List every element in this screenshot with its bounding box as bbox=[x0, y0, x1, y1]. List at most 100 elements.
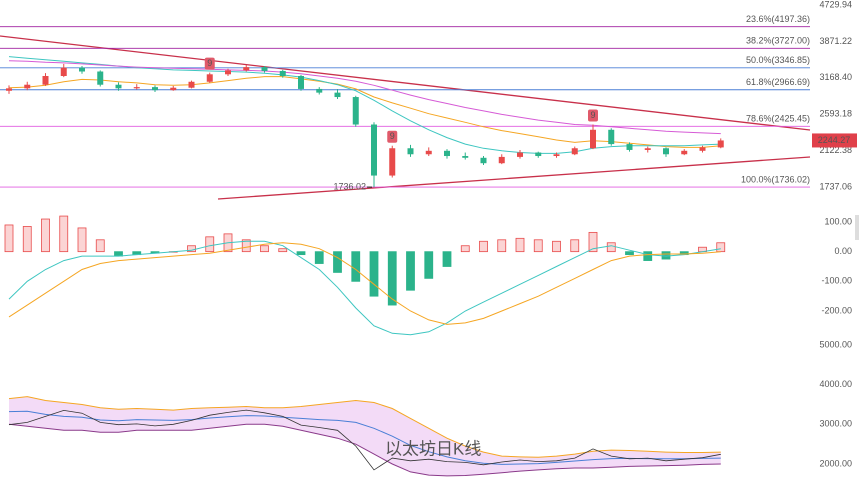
y-tick-label: -100.00 bbox=[821, 276, 852, 286]
candle-body bbox=[261, 67, 268, 71]
band-fill bbox=[9, 396, 721, 476]
candle-body bbox=[480, 157, 487, 164]
candle-body bbox=[206, 74, 213, 82]
y-tick-label: 3871.22 bbox=[819, 36, 852, 46]
scrollbar[interactable] bbox=[855, 215, 859, 240]
candle-body bbox=[152, 87, 158, 91]
macd-bar bbox=[314, 251, 324, 264]
macd-bar bbox=[41, 218, 50, 253]
candle-body bbox=[717, 140, 724, 148]
candle-body bbox=[663, 148, 669, 155]
y-tick-label: 3000.00 bbox=[819, 419, 852, 429]
macd-bar bbox=[643, 251, 653, 261]
candle-body bbox=[6, 88, 12, 91]
macd-bar bbox=[333, 251, 342, 273]
candle-body bbox=[60, 67, 67, 76]
support-trendline bbox=[217, 156, 811, 200]
candle-body bbox=[626, 144, 633, 150]
td-label: 9 bbox=[390, 131, 395, 141]
series-line bbox=[8, 240, 721, 336]
candle-body bbox=[42, 75, 49, 85]
macd-bar bbox=[533, 239, 543, 253]
y-tick-label: 2122.38 bbox=[819, 145, 852, 155]
candle-body bbox=[407, 148, 414, 155]
low-label: 1736.02 bbox=[333, 181, 366, 191]
candle-body bbox=[553, 154, 560, 157]
candle-body bbox=[170, 87, 177, 91]
macd-bar bbox=[351, 251, 361, 282]
candle-body bbox=[334, 92, 341, 98]
series-line bbox=[8, 409, 721, 471]
candle-body bbox=[498, 156, 505, 164]
candle-body bbox=[644, 148, 651, 150]
series-line bbox=[8, 423, 721, 477]
series-line bbox=[8, 396, 721, 458]
candle-body bbox=[608, 129, 615, 145]
macd-bar bbox=[187, 245, 196, 253]
td-marker bbox=[204, 57, 215, 70]
candle-body bbox=[243, 67, 250, 71]
macd-bar bbox=[77, 227, 87, 253]
series-line bbox=[8, 410, 721, 465]
fib-label: 23.6%(4197.36) bbox=[746, 14, 810, 24]
series-line bbox=[8, 60, 721, 135]
resistance-trendline bbox=[0, 35, 811, 131]
macd-bar bbox=[22, 226, 32, 253]
macd-bar bbox=[515, 237, 525, 253]
candle-body bbox=[97, 71, 104, 85]
y-tick-label: 5000.00 bbox=[819, 339, 852, 349]
price-tag-label: 2244.27 bbox=[818, 135, 851, 145]
td-marker bbox=[588, 109, 598, 122]
fib-label: 100.0%(1736.02) bbox=[741, 174, 810, 184]
watermark: 以太坊日K线 bbox=[385, 439, 481, 458]
candle-body bbox=[79, 67, 85, 72]
macd-bar bbox=[205, 236, 215, 253]
macd-bar bbox=[95, 239, 105, 253]
macd-bar bbox=[460, 245, 470, 253]
y-tick-label: 1737.06 bbox=[819, 181, 852, 191]
y-tick-label: 4729.94 bbox=[819, 0, 852, 9]
macd-bar bbox=[241, 239, 251, 253]
macd-bar bbox=[552, 240, 561, 253]
candle-body bbox=[535, 152, 542, 157]
macd-bar bbox=[369, 251, 379, 297]
y-tick-label: 3168.40 bbox=[819, 72, 852, 82]
candle-body bbox=[24, 84, 31, 89]
macd-bar bbox=[442, 251, 452, 267]
candle-body bbox=[316, 88, 323, 93]
macd-bar bbox=[479, 240, 488, 253]
candle-body bbox=[681, 150, 688, 155]
macd-bar bbox=[570, 239, 580, 253]
y-tick-label: 100.00 bbox=[824, 216, 852, 226]
macd-bar bbox=[278, 248, 288, 253]
y-tick-label: 0.00 bbox=[834, 246, 852, 256]
candle-body bbox=[115, 84, 122, 89]
fib-label: 78.6%(2425.45) bbox=[746, 114, 810, 124]
candle-body bbox=[462, 156, 469, 158]
macd-bar bbox=[625, 251, 634, 256]
macd-bar bbox=[406, 251, 415, 291]
td-marker bbox=[387, 130, 398, 143]
macd-bar bbox=[716, 242, 726, 253]
candle-body bbox=[571, 148, 578, 155]
candle-body bbox=[188, 81, 195, 88]
candle-body bbox=[371, 124, 377, 176]
macd-bar bbox=[260, 245, 269, 253]
candle-body bbox=[298, 75, 304, 89]
macd-bar bbox=[59, 215, 69, 253]
macd-bar bbox=[387, 251, 397, 306]
y-tick-label: 2000.00 bbox=[819, 458, 852, 468]
fib-label: 50.0%(3346.85) bbox=[746, 55, 810, 65]
y-tick-label: -200.00 bbox=[821, 305, 852, 315]
candle-body bbox=[225, 70, 231, 75]
y-tick-label: 4000.00 bbox=[819, 379, 852, 389]
candle-body bbox=[133, 87, 140, 89]
candle-body bbox=[352, 97, 359, 125]
candle-body bbox=[590, 129, 596, 149]
macd-bar bbox=[424, 251, 434, 279]
candle-body bbox=[279, 70, 286, 76]
candle-body bbox=[425, 150, 432, 155]
fib-label: 61.8%(2966.69) bbox=[746, 77, 810, 87]
candle-body bbox=[444, 150, 450, 157]
